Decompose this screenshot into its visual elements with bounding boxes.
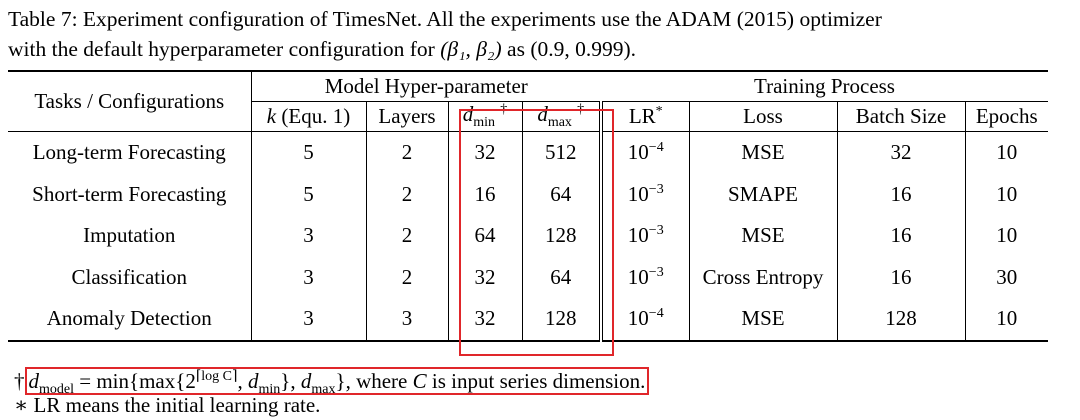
task-cell: Anomaly Detection bbox=[8, 298, 252, 342]
lr-cell: 10−3 bbox=[601, 215, 690, 257]
dagger-mark: † bbox=[14, 369, 25, 393]
k-cell: 5 bbox=[251, 173, 367, 216]
k-cell: 3 bbox=[251, 298, 367, 342]
loss-cell: Cross Entropy bbox=[689, 256, 838, 299]
epochs-cell: 10 bbox=[996, 181, 1018, 206]
footnote-dagger: † dmodel = min{max{2⌈log C⌉, dmin}, dmax}… bbox=[14, 364, 650, 403]
batch-cell: 16 bbox=[837, 215, 966, 257]
batch-cell: 16 bbox=[837, 256, 966, 299]
task-cell: Classification bbox=[8, 256, 252, 299]
k-cell: 3 bbox=[251, 256, 367, 299]
dmax-cell: 64 bbox=[522, 256, 603, 299]
training-process-header: Training Process bbox=[601, 70, 1048, 102]
layers-cell: 2 bbox=[366, 256, 449, 299]
dmin-cell: 64 bbox=[448, 215, 523, 257]
col-epochs-header: Epochs bbox=[975, 104, 1038, 129]
loss-cell: MSE bbox=[689, 131, 838, 174]
dmin-cell: 32 bbox=[448, 131, 523, 174]
batch-cell: 32 bbox=[837, 131, 966, 174]
batch-cell: 128 bbox=[837, 298, 966, 342]
task-cell: Imputation bbox=[8, 215, 252, 257]
model-hyperparameter-header: Model Hyper-parameter bbox=[251, 70, 601, 102]
footnote-star: ∗ LR means the initial learning rate. bbox=[14, 393, 321, 417]
col-layers-header: Layers bbox=[366, 101, 449, 132]
col-dmax-header: dmax † bbox=[522, 101, 603, 132]
caption-line-2: with the default hyperparameter configur… bbox=[8, 37, 637, 61]
col-k-header: k (Equ. 1) bbox=[251, 101, 367, 132]
col-batch-header: Batch Size bbox=[836, 101, 966, 132]
col-loss-header: Loss bbox=[743, 104, 783, 129]
table-caption: Table 7: Experiment configuration of Tim… bbox=[8, 4, 1074, 64]
layers-cell: 2 bbox=[366, 131, 449, 174]
dmax-cell: 512 bbox=[522, 131, 603, 174]
layers-cell: 2 bbox=[366, 215, 449, 257]
dmin-cell: 16 bbox=[448, 173, 523, 216]
layers-cell: 3 bbox=[366, 298, 449, 342]
epochs-cell: 30 bbox=[996, 264, 1018, 289]
table-row: Imputation 3 2 64 128 10−3 MSE 16 10 bbox=[8, 215, 1048, 257]
config-table: Tasks / Configurations Model Hyper-param… bbox=[8, 70, 1048, 342]
table-row: Anomaly Detection 3 3 32 128 10−4 MSE 12… bbox=[8, 298, 1048, 342]
lr-cell: 10−4 bbox=[601, 298, 690, 342]
dmax-cell: 128 bbox=[522, 215, 603, 257]
k-cell: 3 bbox=[251, 215, 367, 257]
loss-cell: MSE bbox=[689, 298, 838, 342]
epochs-cell: 10 bbox=[965, 131, 1048, 174]
col-lr-header: LR* bbox=[601, 101, 690, 132]
dmax-cell: 128 bbox=[522, 298, 603, 342]
lr-cell: 10−3 bbox=[601, 173, 690, 216]
formula-highlight: dmodel = min{max{2⌈log C⌉, dmin}, dmax},… bbox=[24, 367, 650, 397]
lr-cell: 10−4 bbox=[601, 131, 690, 174]
epochs-cell: 10 bbox=[996, 223, 1018, 248]
task-cell: Short-term Forecasting bbox=[8, 173, 252, 216]
table-row: Short-term Forecasting 5 2 16 64 10−3 SM… bbox=[8, 173, 1048, 216]
beta-pair: (β₁, β₂) bbox=[440, 37, 502, 61]
dmin-cell: 32 bbox=[448, 256, 523, 299]
loss-cell: MSE bbox=[689, 215, 838, 257]
dmin-cell: 32 bbox=[448, 298, 523, 342]
layers-cell: 2 bbox=[366, 173, 449, 216]
k-cell: 5 bbox=[251, 131, 367, 174]
loss-cell: SMAPE bbox=[689, 173, 838, 216]
table-row: Long-term Forecasting 5 2 32 512 10−4 MS… bbox=[8, 131, 1048, 174]
table-row: Classification 3 2 32 64 10−3 Cross Entr… bbox=[8, 256, 1048, 299]
lr-cell: 10−3 bbox=[601, 256, 690, 299]
tasks-header: Tasks / Configurations bbox=[8, 70, 252, 132]
batch-cell: 16 bbox=[837, 173, 966, 216]
dmax-cell: 64 bbox=[522, 173, 603, 216]
epochs-cell: 10 bbox=[965, 298, 1048, 342]
col-dmin-header: dmin † bbox=[448, 101, 523, 132]
task-cell: Long-term Forecasting bbox=[8, 131, 252, 174]
caption-line-1: Table 7: Experiment configuration of Tim… bbox=[8, 7, 882, 31]
